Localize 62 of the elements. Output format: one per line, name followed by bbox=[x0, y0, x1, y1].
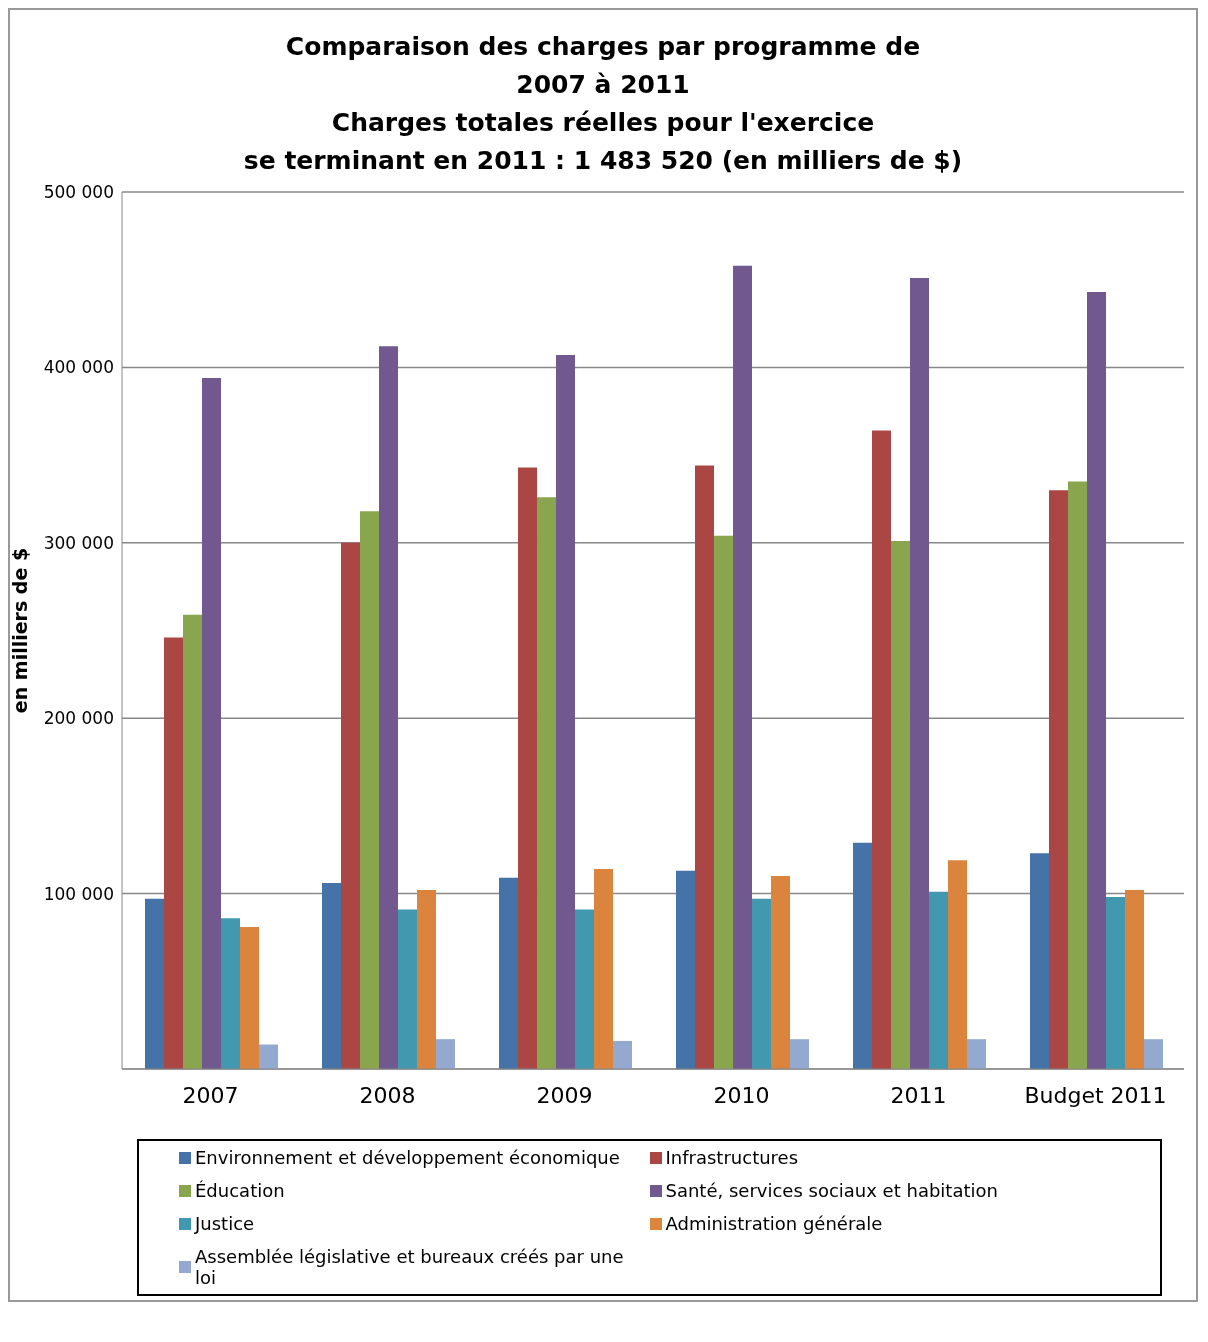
bar bbox=[417, 890, 437, 1069]
bar bbox=[714, 535, 734, 1069]
legend-label: Infrastructures bbox=[665, 1147, 799, 1168]
bar bbox=[1125, 890, 1145, 1069]
legend-label: Administration générale bbox=[665, 1213, 883, 1234]
bar bbox=[1049, 490, 1069, 1069]
bar bbox=[752, 898, 772, 1069]
bar bbox=[575, 909, 595, 1069]
bar bbox=[929, 891, 949, 1069]
bar bbox=[322, 883, 342, 1069]
bar bbox=[1068, 481, 1088, 1069]
legend-label: Assemblée législative et bureaux créés par une loi bbox=[194, 1246, 625, 1288]
bar bbox=[360, 511, 380, 1069]
bar bbox=[948, 860, 968, 1069]
bar bbox=[853, 842, 873, 1069]
bar bbox=[259, 1044, 279, 1069]
bar bbox=[733, 265, 753, 1069]
x-tick-label: 2008 bbox=[359, 1082, 416, 1108]
bar bbox=[518, 467, 538, 1069]
bar bbox=[164, 637, 184, 1069]
bar bbox=[537, 497, 557, 1069]
y-tick-label: 200 000 bbox=[43, 708, 114, 729]
y-tick-label: 100 000 bbox=[43, 883, 114, 904]
bar bbox=[556, 355, 576, 1069]
bar bbox=[594, 869, 614, 1069]
bar bbox=[676, 870, 696, 1069]
legend-label: Éducation bbox=[195, 1180, 285, 1201]
bar bbox=[1144, 1039, 1164, 1069]
bar bbox=[436, 1039, 456, 1069]
bar bbox=[872, 430, 892, 1069]
legend-label: Santé, services sociaux et habitation bbox=[665, 1180, 998, 1201]
bar bbox=[910, 277, 930, 1069]
chart-title: Comparaison des charges par programme de 2007 à 2011 Charges totales réelles pour l'exercice se terminant en 2011 : 1 483 520 (en milliers de $) bbox=[242, 31, 964, 177]
bar bbox=[379, 346, 399, 1069]
x-tick-label: 2009 bbox=[536, 1082, 593, 1108]
bar bbox=[695, 465, 715, 1069]
y-tick-label: 400 000 bbox=[43, 357, 114, 378]
bar bbox=[221, 918, 241, 1069]
bar bbox=[1087, 291, 1107, 1069]
bar bbox=[499, 877, 519, 1069]
x-tick-label: Budget 2011 bbox=[1024, 1082, 1167, 1108]
bar bbox=[790, 1039, 810, 1069]
bar bbox=[202, 377, 222, 1069]
bar bbox=[1030, 853, 1050, 1069]
y-tick-label: 500 000 bbox=[43, 182, 114, 203]
x-tick-label: 2010 bbox=[713, 1082, 770, 1108]
y-tick-label: 300 000 bbox=[43, 532, 114, 553]
y-axis-title: en milliers de $ bbox=[8, 547, 31, 714]
bar bbox=[967, 1039, 987, 1069]
x-tick-label: 2011 bbox=[890, 1082, 947, 1108]
x-tick-label: 2007 bbox=[182, 1082, 239, 1108]
bar bbox=[183, 614, 203, 1069]
bar bbox=[145, 898, 165, 1069]
bar bbox=[613, 1040, 633, 1069]
bar bbox=[1106, 897, 1126, 1069]
bar bbox=[341, 542, 361, 1069]
legend-label: Justice bbox=[195, 1213, 255, 1234]
bar bbox=[771, 876, 791, 1069]
legend-label: Environnement et développement économique bbox=[195, 1147, 620, 1168]
bar bbox=[240, 926, 260, 1069]
bar bbox=[398, 909, 418, 1069]
bar bbox=[891, 541, 911, 1069]
